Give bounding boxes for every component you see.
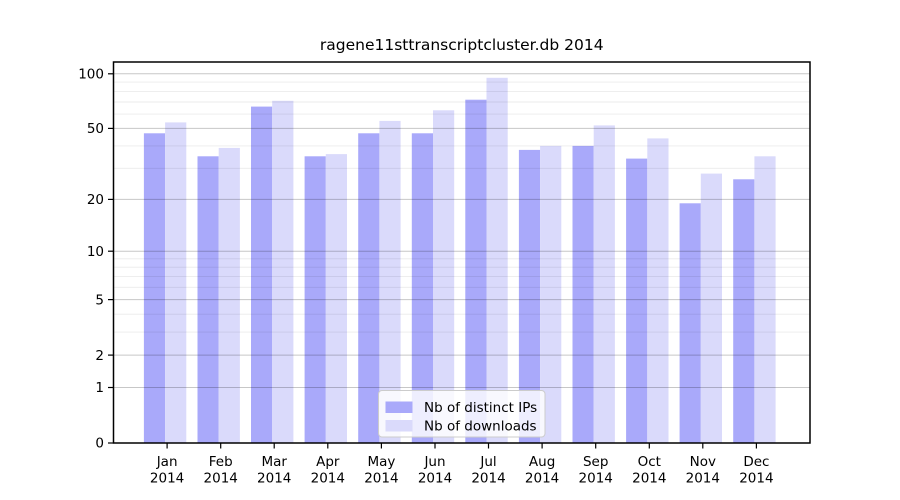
x-tick-label-month: Nov bbox=[690, 454, 716, 470]
bar-nb-of-distinct-ips-jun bbox=[411, 133, 433, 444]
x-tick-label-year: 2014 bbox=[471, 471, 505, 487]
bar-nb-of-distinct-ips-dec bbox=[733, 179, 755, 444]
bar-nb-of-downloads-oct bbox=[647, 138, 669, 443]
x-tick-label-month: Oct bbox=[638, 454, 661, 470]
bar-nb-of-distinct-ips-nov bbox=[679, 203, 701, 443]
axes-layer: 0125102050100Jan2014Feb2014Mar2014Apr201… bbox=[78, 61, 811, 487]
x-tick-label-month: Jun bbox=[423, 454, 445, 470]
bar-nb-of-downloads-mar bbox=[272, 100, 294, 444]
x-tick-label-year: 2014 bbox=[739, 471, 773, 487]
x-tick-label-year: 2014 bbox=[525, 471, 559, 487]
bar-nb-of-downloads-jul bbox=[486, 77, 508, 444]
bar-nb-of-distinct-ips-feb bbox=[197, 156, 219, 444]
y-tick-label: 2 bbox=[95, 348, 104, 364]
legend-box bbox=[378, 390, 546, 438]
bar-nb-of-downloads-apr bbox=[325, 154, 347, 443]
x-tick-label-year: 2014 bbox=[579, 471, 613, 487]
bar-nb-of-downloads-nov bbox=[700, 173, 722, 443]
bar-nb-of-downloads-may bbox=[379, 120, 401, 444]
bars-layer bbox=[143, 77, 776, 444]
bar-nb-of-distinct-ips-jul bbox=[465, 99, 487, 443]
bar-nb-of-distinct-ips-apr bbox=[304, 156, 326, 444]
x-tick-label-month: Jul bbox=[479, 454, 496, 470]
x-tick-label-year: 2014 bbox=[150, 471, 184, 487]
plot-frame bbox=[112, 61, 811, 444]
y-tick-label: 10 bbox=[87, 244, 104, 260]
legend-swatch-nb-of-downloads bbox=[385, 420, 413, 432]
bar-nb-of-distinct-ips-oct bbox=[626, 158, 648, 443]
x-tick-label-month: Dec bbox=[743, 454, 769, 470]
chart-title: ragene11sttranscriptcluster.db 2014 bbox=[320, 36, 604, 54]
x-tick-label-year: 2014 bbox=[364, 471, 398, 487]
x-tick-label-month: Apr bbox=[316, 454, 340, 470]
bar-nb-of-downloads-sep bbox=[593, 125, 615, 444]
bar-nb-of-distinct-ips-jan bbox=[143, 133, 166, 444]
y-tick-label: 100 bbox=[78, 67, 104, 83]
x-tick-label-month: Mar bbox=[261, 454, 287, 470]
bar-nb-of-distinct-ips-mar bbox=[251, 106, 273, 443]
x-tick-label-month: Sep bbox=[583, 454, 608, 470]
legend: Nb of distinct IPs Nb of downloads bbox=[378, 390, 546, 438]
y-tick-label: 50 bbox=[87, 121, 104, 137]
x-tick-label-month: May bbox=[367, 454, 395, 470]
y-tick-label: 20 bbox=[87, 192, 104, 208]
x-tick-label-month: Aug bbox=[529, 454, 555, 470]
y-tick-label: 1 bbox=[95, 380, 104, 396]
x-tick-label-year: 2014 bbox=[204, 471, 238, 487]
bar-nb-of-downloads-aug bbox=[540, 145, 562, 443]
gridlines-layer bbox=[113, 73, 810, 388]
legend-swatch-nb-of-distinct-ips bbox=[385, 401, 413, 413]
bar-nb-of-downloads-feb bbox=[218, 147, 240, 443]
bar-nb-of-distinct-ips-sep bbox=[572, 145, 594, 443]
legend-label-nb-of-downloads: Nb of downloads bbox=[424, 418, 537, 434]
x-tick-label-month: Feb bbox=[209, 454, 233, 470]
bar-nb-of-distinct-ips-aug bbox=[518, 149, 541, 443]
x-tick-label-year: 2014 bbox=[632, 471, 666, 487]
bar-nb-of-downloads-jan bbox=[165, 122, 187, 444]
x-tick-label-year: 2014 bbox=[418, 471, 452, 487]
x-tick-label-year: 2014 bbox=[257, 471, 291, 487]
x-tick-label-month: Jan bbox=[156, 454, 178, 470]
bar-nb-of-downloads-dec bbox=[754, 156, 776, 444]
legend-label-nb-of-distinct-ips: Nb of distinct IPs bbox=[424, 400, 537, 416]
x-tick-label-year: 2014 bbox=[311, 471, 345, 487]
y-tick-label: 5 bbox=[95, 292, 104, 308]
x-tick-label-year: 2014 bbox=[686, 471, 720, 487]
y-tick-label: 0 bbox=[95, 436, 104, 452]
bar-nb-of-downloads-jun bbox=[433, 110, 455, 444]
bar-nb-of-distinct-ips-may bbox=[358, 133, 380, 444]
